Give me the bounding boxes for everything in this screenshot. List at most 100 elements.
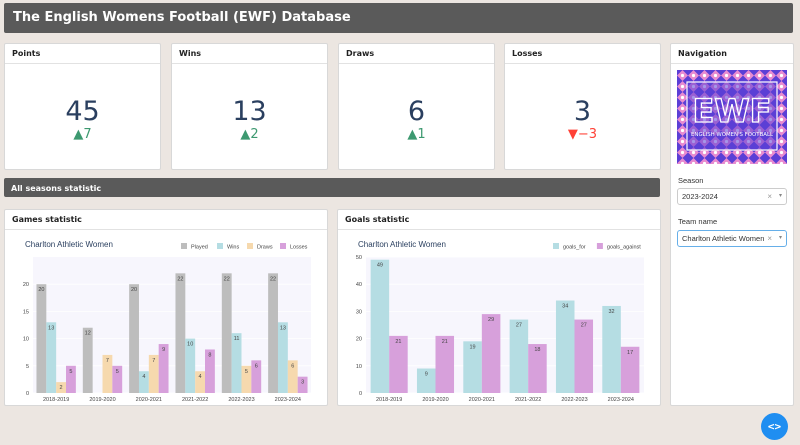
bar-value-label: 4 [199, 374, 202, 380]
bar-value-label: 22 [177, 276, 183, 282]
y-tick-label: 5 [26, 364, 29, 370]
season-select[interactable]: 2023-2024 × ▾ [677, 188, 787, 205]
legend-label[interactable]: Played [191, 245, 208, 251]
bar-value-label: 5 [116, 369, 119, 375]
goals-chart[interactable]: Charlton Athletic Women 0 10 20 30 40 50 goals_… [338, 231, 660, 406]
y-tick-label: 40 [356, 282, 362, 288]
section-header: All seasons statistic [4, 178, 660, 197]
bar[interactable] [435, 335, 455, 393]
bar-value-label: 2 [60, 385, 63, 391]
clear-icon[interactable]: × [767, 192, 772, 201]
legend-swatch [217, 243, 223, 249]
bar[interactable] [158, 344, 169, 393]
bar[interactable] [221, 273, 232, 393]
legend-swatch [596, 243, 603, 249]
x-tick-label: 2018-2019 [376, 397, 402, 403]
bar[interactable] [416, 368, 436, 393]
bar[interactable] [287, 360, 298, 393]
kpi-card-losses: Losses 3 ▼−3 [504, 43, 661, 170]
x-tick-label: 2021-2022 [182, 397, 208, 403]
games-chart[interactable]: Charlton Athletic Women 0 5 10 15 20 Played Win… [5, 231, 327, 406]
bar-value-label: 12 [85, 331, 91, 337]
plot-area [33, 257, 311, 393]
bar[interactable] [66, 365, 76, 393]
bar-value-label: 5 [69, 369, 72, 375]
bar-value-label: 22 [270, 276, 276, 282]
page-title: The English Womens Football (EWF) Databa… [13, 10, 351, 25]
bar[interactable] [277, 322, 288, 393]
bar[interactable] [251, 360, 262, 393]
bar[interactable] [555, 300, 575, 393]
bar[interactable] [389, 335, 408, 393]
goals-statistic-card: Goals statistic Charlton Athletic Women 0… [337, 209, 661, 406]
bar[interactable] [185, 338, 196, 393]
bar[interactable] [231, 333, 242, 393]
bar[interactable] [370, 259, 390, 393]
legend-label[interactable]: Draws [257, 245, 273, 251]
kpi-card-draws: Draws 6 ▲1 [338, 43, 495, 170]
legend-label[interactable]: Wins [227, 245, 239, 251]
bar[interactable] [268, 273, 278, 393]
bar[interactable] [56, 382, 67, 393]
kpi-title: Points [5, 44, 160, 64]
bar[interactable] [36, 284, 47, 393]
chart-title: Charlton Athletic Women [358, 240, 446, 249]
x-tick-label: 2019-2020 [422, 397, 448, 403]
bar[interactable] [102, 354, 113, 393]
kpi-title: Draws [339, 44, 494, 64]
bar-value-label: 8 [208, 352, 211, 358]
bar[interactable] [195, 371, 206, 393]
bar[interactable] [509, 319, 529, 393]
x-tick-label: 2020-2021 [136, 397, 162, 403]
x-tick-label: 2022-2023 [561, 397, 587, 403]
bar-value-label: 20 [38, 287, 44, 293]
bar[interactable] [574, 319, 594, 393]
y-tick-label: 10 [356, 364, 362, 370]
bar[interactable] [481, 314, 501, 393]
chevron-down-icon[interactable]: ▾ [778, 235, 782, 241]
bar-value-label: 17 [627, 350, 633, 356]
code-icon[interactable]: <> [761, 413, 788, 440]
kpi-delta: ▲1 [407, 127, 426, 142]
bar[interactable] [205, 349, 215, 393]
bar-value-label: 3 [301, 380, 304, 386]
bar[interactable] [602, 305, 621, 393]
bar[interactable] [148, 354, 159, 393]
legend-label[interactable]: goals_for [563, 245, 586, 251]
kpi-card-wins: Wins 13 ▲2 [171, 43, 328, 170]
kpi-value: 13 [232, 96, 267, 127]
bar[interactable] [112, 365, 123, 393]
bar[interactable] [175, 273, 186, 393]
bar[interactable] [241, 365, 252, 393]
x-tick-label: 2022-2023 [228, 397, 254, 403]
bar[interactable] [129, 284, 139, 393]
team-name-select[interactable]: Charlton Athletic Women × ▾ [677, 230, 787, 247]
kpi-value: 45 [65, 96, 100, 127]
legend-label[interactable]: Losses [290, 245, 308, 251]
bar-value-label: 9 [425, 372, 428, 378]
bar-value-label: 10 [187, 342, 193, 348]
bar-value-label: 22 [224, 276, 230, 282]
app-header: The English Womens Football (EWF) Databa… [4, 3, 793, 33]
y-tick-label: 50 [356, 255, 362, 261]
bar[interactable] [463, 341, 482, 393]
bar[interactable] [46, 322, 57, 393]
clear-icon[interactable]: × [767, 234, 772, 243]
bar[interactable] [82, 327, 93, 393]
bar[interactable] [620, 346, 640, 393]
ewf-logo: EWF ENGLISH WOMEN'S FOOTBALL [677, 70, 787, 164]
bar[interactable] [297, 376, 308, 393]
kpi-card-points: Points 45 ▲7 [4, 43, 161, 170]
bar-value-label: 27 [581, 323, 587, 329]
bar-value-label: 21 [395, 339, 401, 345]
legend-swatch [247, 243, 253, 249]
kpi-value: 3 [573, 96, 592, 127]
x-tick-label: 2020-2021 [469, 397, 495, 403]
legend-swatch [280, 243, 286, 249]
bar[interactable] [528, 344, 547, 393]
chevron-down-icon[interactable]: ▾ [778, 193, 782, 199]
bar[interactable] [138, 371, 149, 393]
team-name-label: Team name [678, 217, 718, 226]
bar-value-label: 6 [291, 363, 294, 369]
legend-label[interactable]: goals_against [607, 245, 641, 251]
